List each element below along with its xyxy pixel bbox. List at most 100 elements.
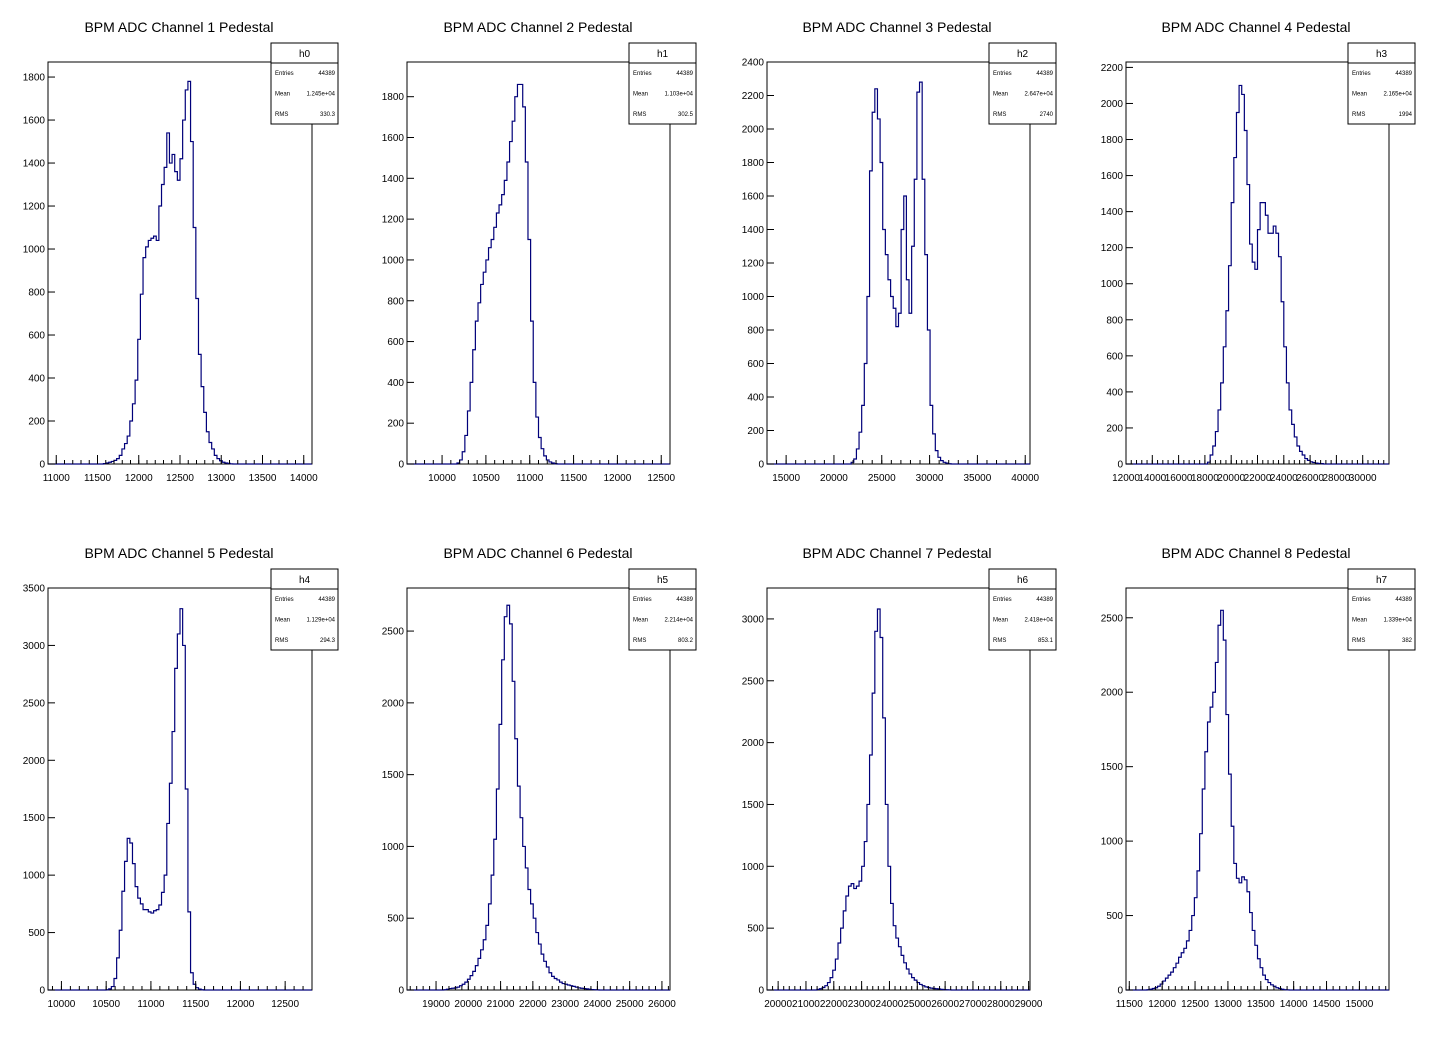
y-tick-label: 3500 [23,584,46,595]
stats-label: Mean [1352,618,1367,624]
y-tick-label: 400 [1106,387,1123,398]
y-tick-label: 0 [758,460,764,471]
stats-label: Mean [275,618,290,624]
x-tick-label: 12500 [271,999,299,1010]
y-tick-label: 1200 [382,215,405,226]
y-tick-label: 800 [1106,315,1123,326]
histogram-pad-6: BPM ADC Channel 6 Pedestal 0 500 1000 1500 20… [382,545,697,1010]
stats-label: Mean [275,92,290,98]
y-tick-label: 1500 [382,770,405,781]
stats-box [270,42,339,125]
stats-label: Mean [1352,92,1367,98]
x-tick-label: 28000 [1322,473,1350,484]
y-tick-label: 1400 [742,225,765,236]
stats-label: RMS [275,112,288,118]
stats-value: 853.1 [1038,638,1054,644]
y-tick-label: 1500 [23,813,46,824]
x-tick-label: 30000 [1349,473,1377,484]
y-tick-label: 0 [1117,986,1123,997]
x-tick-label: 11000 [43,473,71,484]
x-tick-label: 19000 [422,999,450,1010]
y-tick-label: 400 [387,378,404,389]
stats-label: Entries [275,597,294,603]
x-tick-label: 10000 [428,473,456,484]
y-tick-label: 2000 [742,125,765,136]
stats-value: 44389 [318,597,335,603]
x-tick-label: 15000 [1346,999,1374,1010]
stats-name: h2 [1017,49,1029,60]
y-tick-label: 1000 [382,842,405,853]
stats-label: RMS [993,112,1006,118]
stats-value: 44389 [1395,71,1412,77]
x-tick-label: 14000 [1138,473,1166,484]
stats-value: 2.214e+04 [664,618,693,624]
stats-box [988,42,1057,125]
x-tick-label: 10500 [472,473,500,484]
stats-value: 44389 [318,71,335,77]
stats-box [1347,42,1416,125]
y-tick-label: 1000 [1101,837,1124,848]
y-tick-label: 2200 [1101,63,1124,74]
y-tick-label: 0 [398,986,404,997]
x-tick-label: 22000 [820,999,848,1010]
x-tick-label: 16000 [1165,473,1193,484]
stats-box [988,568,1057,651]
stats-label: Mean [633,618,648,624]
histogram-pad-3: BPM ADC Channel 3 Pedestal 0 200 400 600 800 1… [742,19,1057,484]
y-tick-label: 1000 [742,862,765,873]
x-tick-label: 24000 [583,999,611,1010]
x-tick-label: 40000 [1011,473,1039,484]
plot-frame [406,587,671,991]
x-tick-label: 26000 [648,999,676,1010]
x-tick-label: 25000 [616,999,644,1010]
x-tick-label: 13500 [249,473,277,484]
y-tick-label: 500 [1106,911,1123,922]
stats-value: 302.5 [678,112,694,118]
x-tick-label: 14500 [1313,999,1341,1010]
stats-label: RMS [633,112,646,118]
x-tick-label: 22000 [519,999,547,1010]
stats-value: 2.418e+04 [1024,618,1053,624]
chart-title: BPM ADC Channel 5 Pedestal [84,545,273,561]
x-tick-label: 20000 [820,473,848,484]
chart-title: BPM ADC Channel 8 Pedestal [1161,545,1350,561]
y-tick-label: 1600 [23,116,46,127]
y-tick-label: 1800 [23,73,46,84]
x-tick-label: 11500 [560,473,588,484]
stats-value: 44389 [1395,597,1412,603]
y-tick-label: 2000 [382,698,405,709]
x-tick-label: 14000 [1280,999,1308,1010]
stats-label: RMS [1352,112,1365,118]
y-tick-label: 1200 [1101,243,1124,254]
stats-label: Entries [275,71,294,77]
x-tick-label: 26000 [931,999,959,1010]
histogram-pad-2: BPM ADC Channel 2 Pedestal 0 200 400 600 800 1… [382,19,697,484]
stats-value: 382 [1402,638,1413,644]
x-tick-label: 10000 [48,999,76,1010]
stats-label: Mean [633,92,648,98]
x-tick-label: 20000 [454,999,482,1010]
histogram-line [767,81,1030,465]
y-tick-label: 500 [28,928,45,939]
histogram-line [48,80,312,465]
stats-name: h5 [657,575,669,586]
plot-frame [766,587,1031,991]
stats-label: RMS [275,638,288,644]
x-tick-label: 15000 [772,473,800,484]
histogram-line [407,83,670,465]
y-tick-label: 1400 [382,174,405,185]
x-tick-label: 25000 [868,473,896,484]
y-tick-label: 1000 [742,292,765,303]
histogram-pad-4: BPM ADC Channel 4 Pedestal 0 200 400 600 800 1… [1101,19,1416,484]
x-tick-label: 12500 [166,473,194,484]
x-tick-label: 11500 [84,473,112,484]
histogram-pad-8: BPM ADC Channel 8 Pedestal 0 500 1000 1500 20… [1101,545,1416,1010]
x-tick-label: 30000 [916,473,944,484]
y-tick-label: 0 [758,986,764,997]
y-tick-label: 600 [747,359,764,370]
chart-title: BPM ADC Channel 7 Pedestal [802,545,991,561]
y-tick-label: 500 [387,914,404,925]
plot-frame [1125,587,1390,991]
stats-value: 2.647e+04 [1024,92,1053,98]
